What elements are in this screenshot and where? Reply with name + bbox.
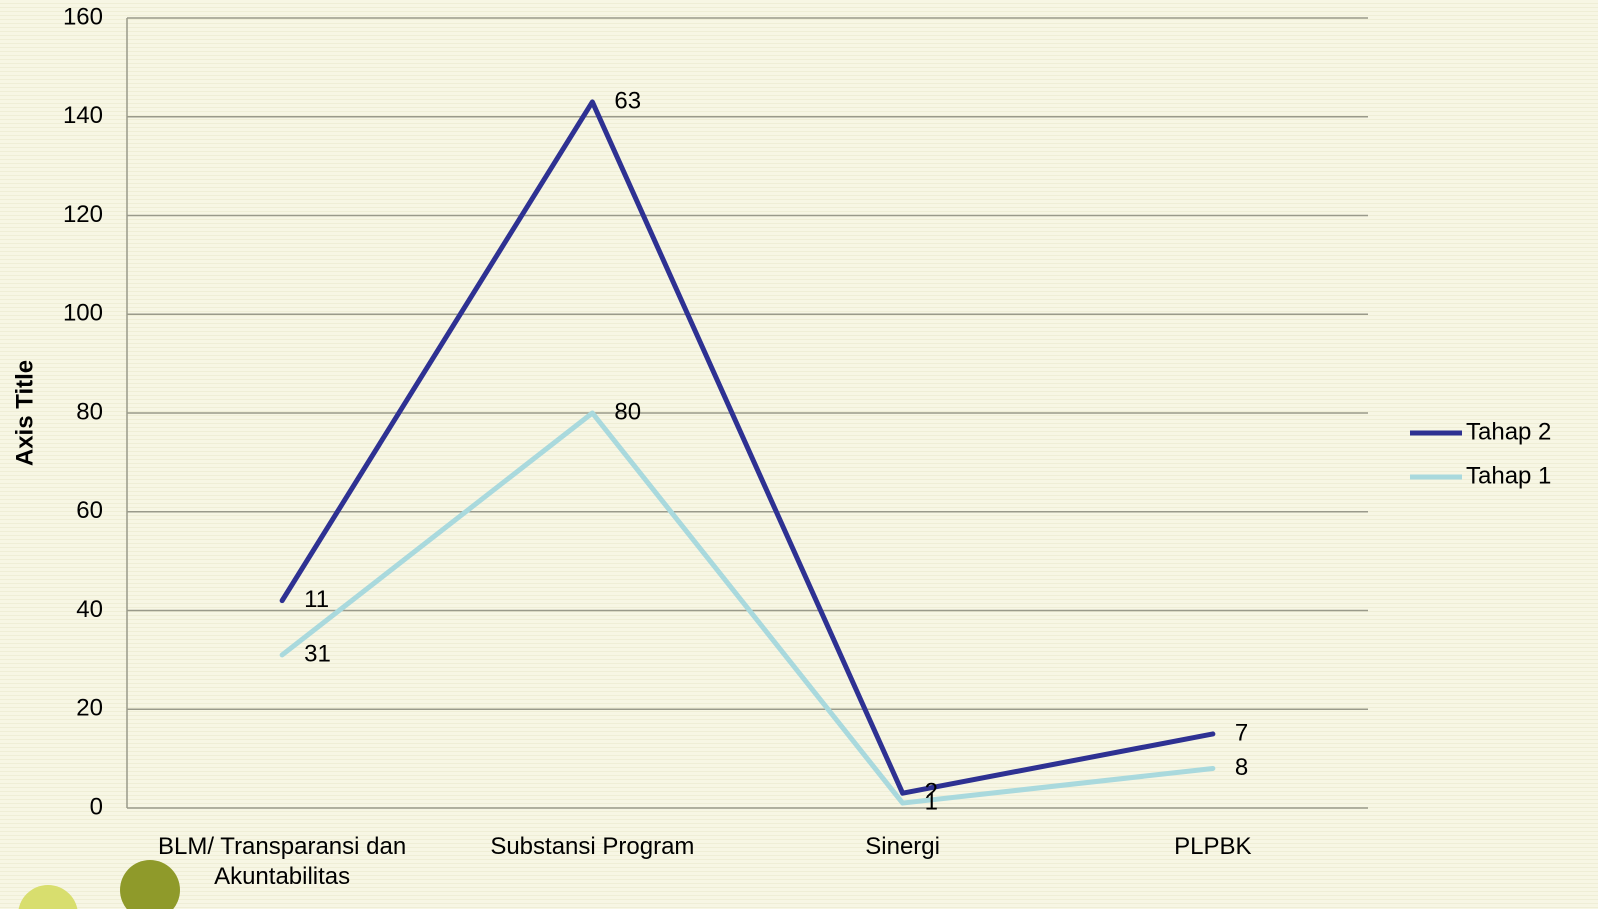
series-line [279, 410, 1216, 806]
y-tick-label: 160 [63, 3, 103, 30]
legend-label: Tahap 1 [1466, 462, 1551, 489]
x-tick-label: PLPBK [1174, 833, 1252, 860]
x-tick-label: Substansi Program [490, 833, 695, 860]
y-tick-label: 20 [76, 695, 103, 722]
y-axis-title: Axis Title [11, 360, 38, 466]
y-tick-label: 40 [76, 596, 103, 623]
x-tick-label: BLM/ Transparansi dan Akuntabilitas [158, 833, 407, 890]
data-label: 11 [304, 586, 329, 613]
data-label: 8 [1235, 754, 1248, 781]
y-tick-label: 140 [63, 102, 103, 129]
y-tick-label: 0 [90, 793, 103, 820]
data-label: 63 [614, 87, 641, 114]
y-tick-label: 100 [63, 300, 103, 327]
y-tick-label: 120 [63, 201, 103, 228]
data-label: 1 [925, 788, 938, 815]
data-label: 7 [1235, 719, 1248, 746]
y-tick-label: 80 [76, 398, 103, 425]
series-line [279, 99, 1216, 796]
y-tick-label: 60 [76, 497, 103, 524]
legend-label: Tahap 2 [1466, 418, 1551, 445]
decoration [18, 885, 78, 909]
decoration [120, 860, 180, 909]
x-tick-label: Sinergi [865, 833, 940, 860]
data-label: 80 [614, 398, 641, 425]
data-label: 31 [304, 640, 331, 667]
